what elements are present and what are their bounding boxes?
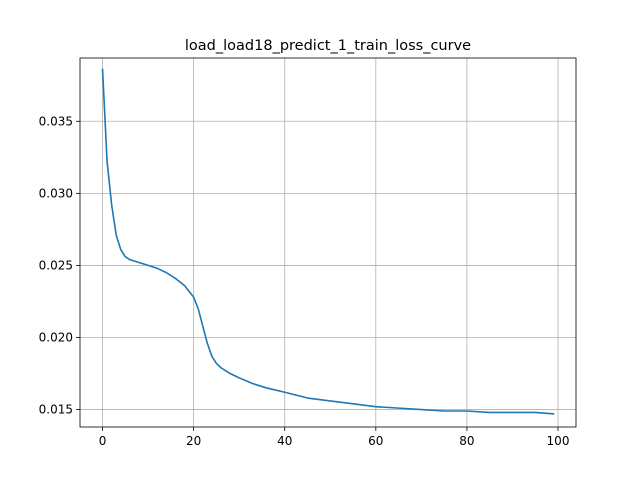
- axes: 0 20 40 60 80 100 0.015 0.020 0.025 0.030 0.035: [39, 57, 577, 448]
- plot-frame: [79, 57, 577, 428]
- y-tick-label: 0.025: [39, 258, 73, 272]
- grid: [80, 58, 576, 427]
- x-tick-label: 80: [459, 434, 474, 448]
- x-tick-label: 100: [547, 434, 570, 448]
- y-tick-label: 0.030: [39, 186, 73, 200]
- series-layer: [101, 68, 555, 415]
- y-tick-label: 0.015: [39, 403, 73, 417]
- x-tick-label: 20: [186, 434, 201, 448]
- y-tick-label: 0.020: [39, 330, 73, 344]
- y-tick-label: 0.035: [39, 114, 73, 128]
- x-tick-label: 0: [99, 434, 107, 448]
- x-tick-label: 40: [277, 434, 292, 448]
- x-tick-label: 60: [368, 434, 383, 448]
- series-line: [101, 68, 555, 415]
- chart-title: load_load18_predict_1_train_loss_curve: [185, 38, 471, 54]
